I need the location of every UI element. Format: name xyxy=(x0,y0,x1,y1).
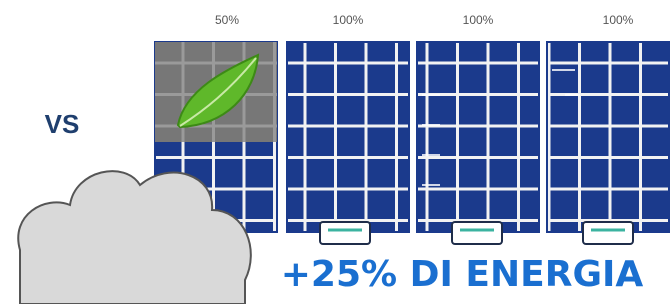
optimizer xyxy=(452,222,502,244)
infographic: 50% 100% 100% 100% VS +25% DI ENERGIA xyxy=(0,0,672,304)
solar-panel xyxy=(287,42,409,232)
headline: +25% DI ENERGIA xyxy=(281,254,644,295)
panel-label: 100% xyxy=(603,13,634,27)
panel-label: 50% xyxy=(215,13,239,27)
vs-label: VS xyxy=(45,109,80,139)
solar-panel xyxy=(417,42,539,232)
panel-label: 100% xyxy=(463,13,494,27)
panel-label: 100% xyxy=(333,13,364,27)
optimizer xyxy=(583,222,633,244)
optimizer xyxy=(320,222,370,244)
